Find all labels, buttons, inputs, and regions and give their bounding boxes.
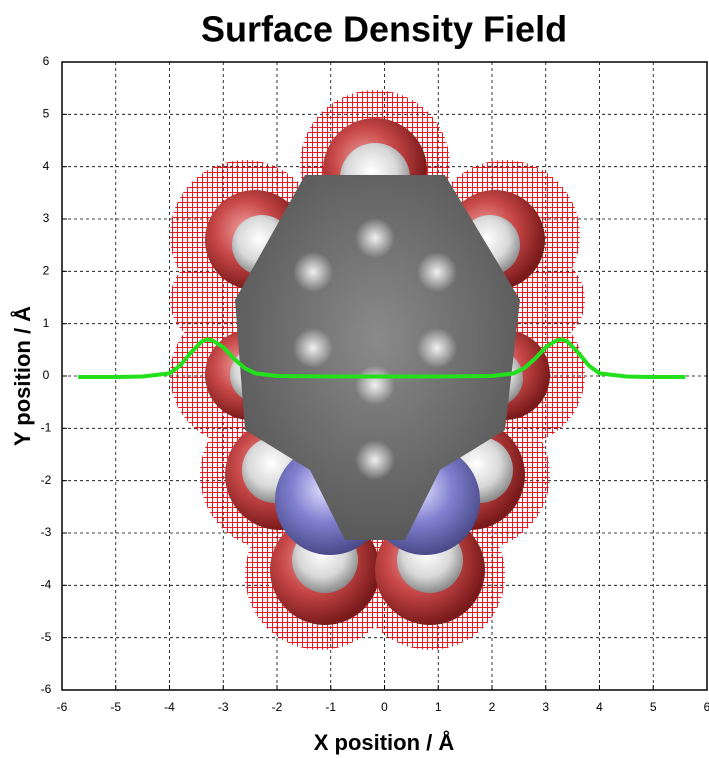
x-tick-label: -4 bbox=[164, 700, 175, 714]
y-axis-label: Y position / Å bbox=[9, 306, 35, 446]
y-tick-label: 1 bbox=[43, 316, 50, 330]
x-tick-label: 4 bbox=[596, 700, 603, 714]
x-tick-label: 1 bbox=[435, 700, 442, 714]
y-tick-label: -2 bbox=[41, 473, 52, 487]
x-tick-label: 0 bbox=[381, 700, 388, 714]
y-tick-label: -3 bbox=[41, 525, 52, 539]
y-tick-label: 6 bbox=[43, 54, 50, 68]
y-tick-label: -1 bbox=[41, 421, 52, 435]
y-tick-label: 4 bbox=[43, 159, 50, 173]
chart-title: Surface Density Field bbox=[201, 9, 567, 50]
y-tick-label: 5 bbox=[43, 107, 50, 121]
x-tick-label: 3 bbox=[542, 700, 549, 714]
y-tick-label: -6 bbox=[41, 682, 52, 696]
x-tick-label: 6 bbox=[704, 700, 709, 714]
x-tick-label: -6 bbox=[57, 700, 68, 714]
molecule bbox=[170, 90, 585, 650]
y-tick-label: 2 bbox=[43, 264, 50, 278]
x-tick-label: -2 bbox=[272, 700, 283, 714]
y-tick-label: -5 bbox=[41, 630, 52, 644]
x-tick-label: -3 bbox=[218, 700, 229, 714]
x-tick-label: 2 bbox=[489, 700, 496, 714]
x-tick-label: -5 bbox=[110, 700, 121, 714]
density-line bbox=[78, 337, 686, 380]
x-tick-label: 5 bbox=[650, 700, 657, 714]
x-axis-label: X position / Å bbox=[314, 729, 455, 755]
y-tick-label: 3 bbox=[43, 211, 50, 225]
y-tick-label: -4 bbox=[41, 578, 52, 592]
y-tick-label: 0 bbox=[43, 368, 50, 382]
x-tick-label: -1 bbox=[325, 700, 336, 714]
